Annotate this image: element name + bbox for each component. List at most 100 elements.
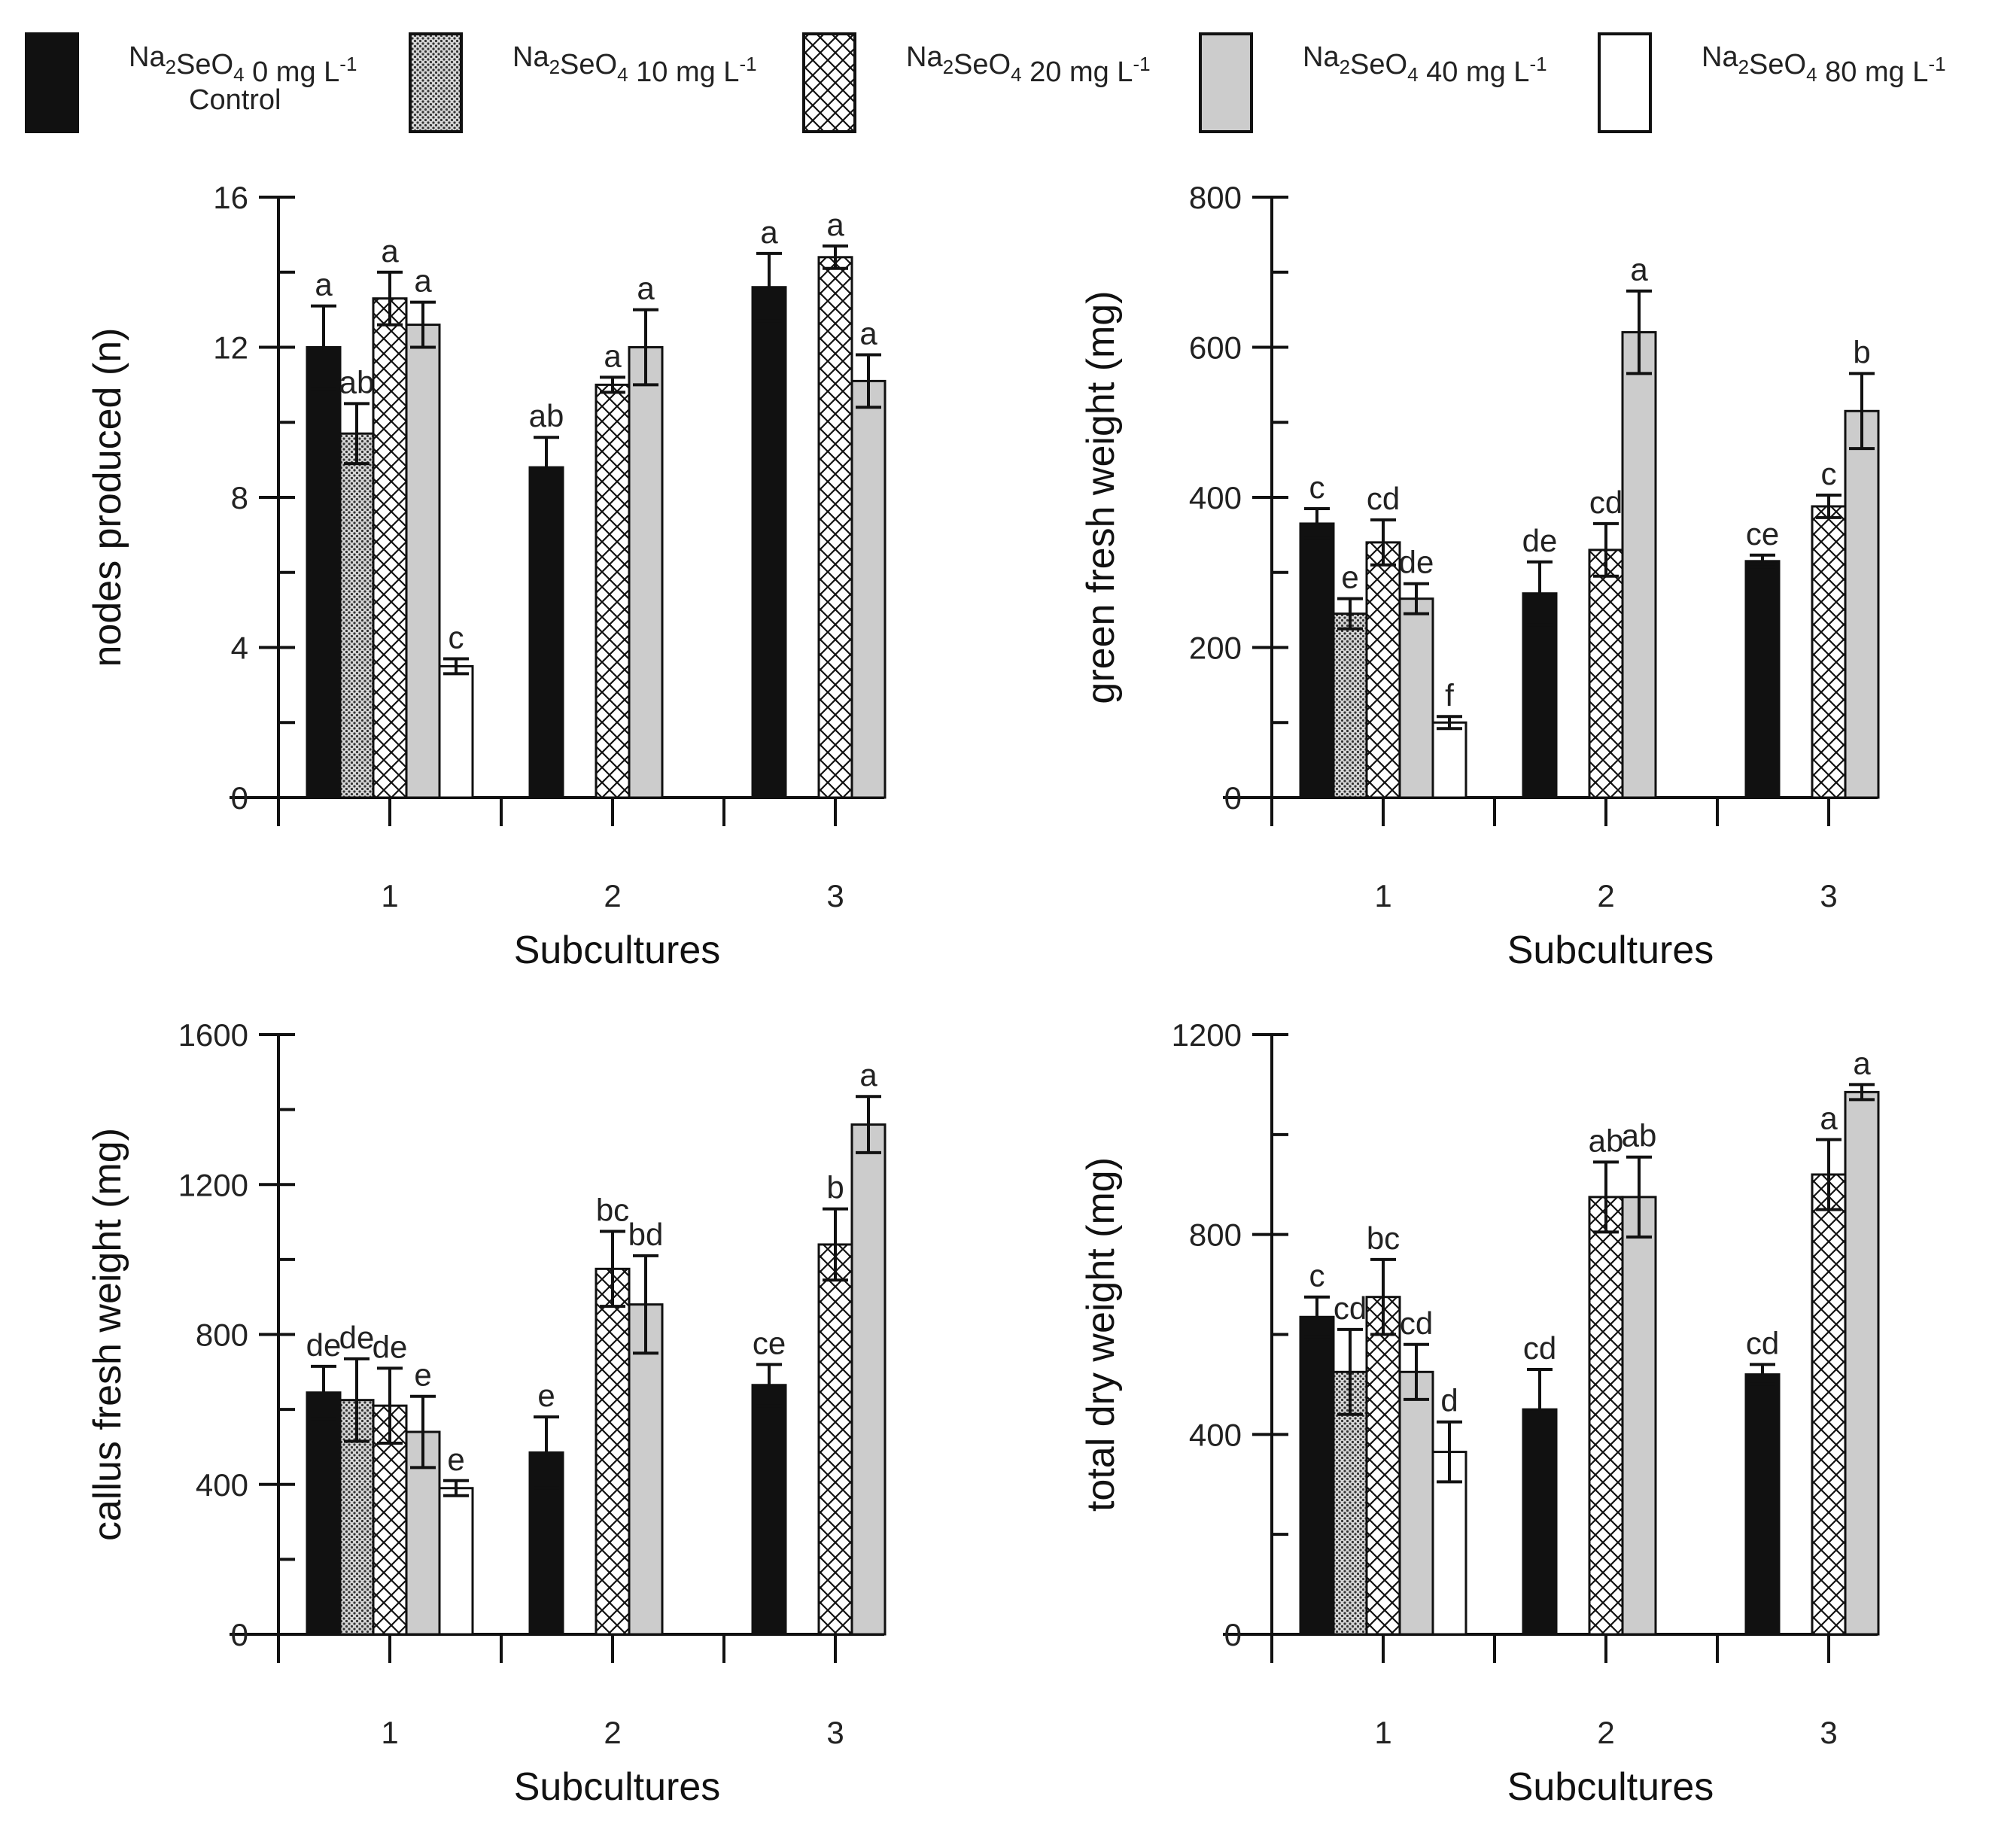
significance-label: ab	[1622, 1118, 1657, 1153]
legend-swatch	[1199, 32, 1253, 133]
significance-label: cd	[1746, 1325, 1779, 1360]
x-axis-title: Subcultures	[514, 929, 721, 972]
y-tick-label: 0	[1224, 780, 1242, 816]
bar	[1398, 597, 1434, 799]
y-axis-title: callus fresh weight (mg)	[86, 1128, 129, 1541]
legend-item: Na2SeO4 40 mg L-1	[1199, 32, 1547, 133]
y-tick-label: 0	[231, 1617, 248, 1652]
y-tick-label: 1200	[1172, 1017, 1242, 1053]
bar	[1299, 1315, 1335, 1636]
bar	[850, 1123, 887, 1636]
significance-label: cd	[1589, 485, 1623, 520]
x-tick-label: 1	[381, 878, 398, 913]
significance-label: cd	[1334, 1290, 1367, 1326]
y-tick-label: 0	[231, 780, 248, 816]
x-tick-label: 1	[1374, 878, 1391, 913]
bar	[1431, 721, 1467, 799]
significance-label: e	[414, 1357, 431, 1393]
bar	[1621, 331, 1657, 799]
chart-panel: 0 400 800 1200 1 2 3 Subcultures total dry weigh…	[1079, 1017, 1880, 1809]
significance-label: a	[1820, 1100, 1838, 1135]
y-axis-title: nodes produced (n)	[86, 328, 129, 667]
y-tick-label: 400	[196, 1467, 248, 1503]
significance-label: a	[414, 263, 432, 299]
significance-label: bc	[1367, 1220, 1400, 1256]
bar	[751, 286, 787, 799]
significance-label: f	[1445, 677, 1454, 713]
bar	[528, 466, 564, 799]
bar	[438, 1487, 474, 1636]
bar	[628, 1303, 664, 1636]
y-tick-label: 12	[213, 330, 248, 366]
x-tick-label: 2	[1597, 1715, 1614, 1750]
significance-label: de	[306, 1327, 342, 1363]
significance-label: de	[339, 1320, 375, 1355]
y-tick-label: 8	[231, 480, 248, 515]
significance-label: a	[1630, 252, 1648, 287]
x-tick-label: 2	[604, 878, 621, 913]
bar	[339, 432, 375, 799]
significance-label: ab	[529, 398, 564, 433]
x-axis-title: Subcultures	[1507, 929, 1714, 972]
significance-label: cd	[1523, 1330, 1556, 1366]
bar	[850, 379, 887, 799]
legend-item: Na2SeO4 10 mg L-1	[409, 32, 757, 133]
bar	[1522, 592, 1558, 799]
y-axis-title: total dry weight (mg)	[1079, 1157, 1123, 1512]
legend-swatch	[25, 32, 79, 133]
bar	[1299, 522, 1335, 799]
x-tick-label: 3	[1820, 1715, 1837, 1750]
significance-label: bc	[596, 1193, 629, 1228]
y-tick-label: 0	[1224, 1617, 1242, 1652]
legend-label: Na2SeO4 20 mg L-1	[906, 41, 1151, 88]
x-axis-title: Subcultures	[1507, 1765, 1714, 1809]
chart-panel: 0 400 800 1200 1600 1 2 3 Subcultures callus fres…	[86, 1017, 887, 1809]
significance-label: c	[1309, 1258, 1325, 1293]
x-tick-label: 3	[826, 878, 844, 913]
bar	[306, 1391, 342, 1636]
legend-swatch	[409, 32, 463, 133]
bar	[1844, 1090, 1880, 1636]
bar	[1621, 1196, 1657, 1636]
significance-label: a	[1853, 1045, 1871, 1081]
bar	[1811, 1173, 1847, 1636]
y-tick-label: 800	[1189, 1217, 1242, 1253]
x-tick-label: 1	[1374, 1715, 1391, 1750]
y-tick-label: 400	[1189, 1417, 1242, 1452]
significance-label: e	[1341, 560, 1358, 595]
bar	[1844, 409, 1880, 799]
legend-label: Na2SeO4 40 mg L-1	[1303, 41, 1547, 88]
x-tick-label: 2	[604, 1715, 621, 1750]
significance-label: a	[637, 271, 655, 306]
legend-item: Na2SeO4 20 mg L-1	[802, 32, 1151, 133]
significance-label: de	[1399, 545, 1434, 580]
x-tick-label: 3	[826, 1715, 844, 1750]
bar	[1332, 612, 1368, 799]
significance-label: bd	[628, 1217, 664, 1252]
legend-label: Na2SeO4 10 mg L-1	[512, 41, 757, 88]
y-tick-label: 800	[1189, 180, 1242, 215]
bar	[751, 1384, 787, 1636]
significance-label: a	[859, 315, 877, 351]
bar	[405, 324, 441, 799]
significance-label: cd	[1367, 481, 1400, 516]
bar	[1588, 549, 1624, 799]
significance-label: b	[826, 1170, 844, 1205]
significance-label: ce	[1746, 516, 1779, 552]
significance-label: c	[449, 619, 464, 655]
y-tick-label: 200	[1189, 631, 1242, 666]
significance-label: a	[859, 1057, 877, 1093]
significance-label: e	[447, 1442, 464, 1477]
legend-note: Control	[189, 84, 281, 116]
significance-label: b	[1853, 334, 1870, 369]
significance-label: ab	[1589, 1123, 1624, 1158]
bar	[1365, 1296, 1401, 1636]
x-axis-title: Subcultures	[514, 1765, 721, 1809]
y-tick-label: 800	[196, 1318, 248, 1353]
significance-label: cd	[1400, 1305, 1433, 1341]
legend-item: Na2SeO4 80 mg L-1	[1598, 32, 1946, 133]
significance-label: de	[1522, 523, 1558, 558]
